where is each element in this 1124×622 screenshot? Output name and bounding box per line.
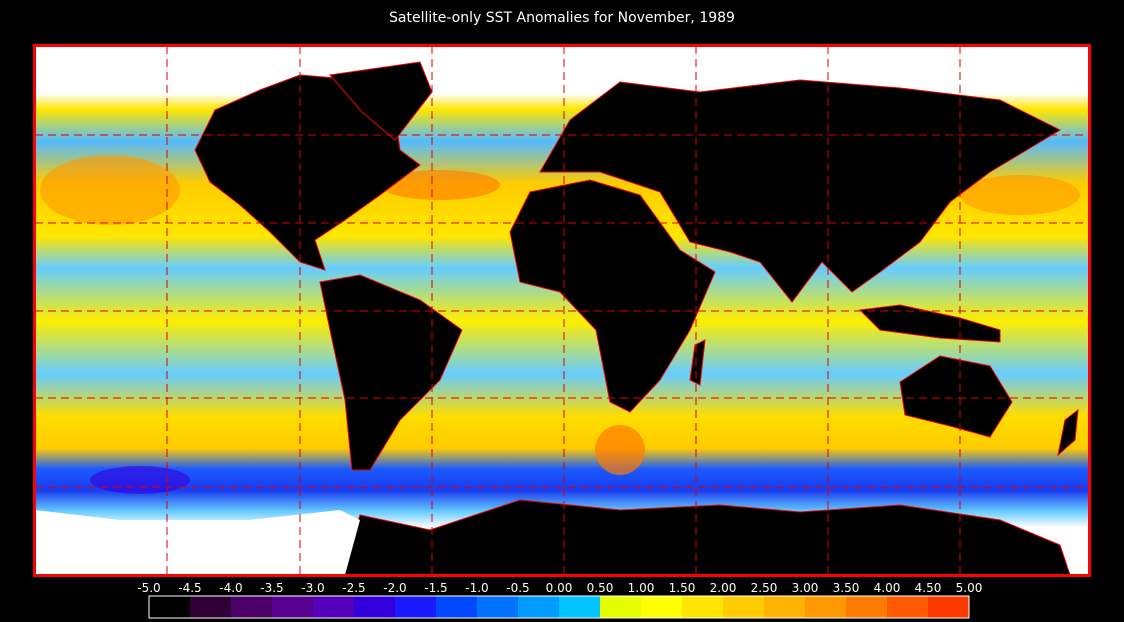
colorbar-label: -2.0	[383, 581, 406, 595]
colorbar-swatch	[846, 596, 887, 618]
colorbar-swatch	[231, 596, 272, 618]
colorbar-swatch	[272, 596, 313, 618]
colorbar-swatch	[764, 596, 805, 618]
colorbar-label: -1.5	[424, 581, 447, 595]
madagascar	[689, 339, 706, 386]
colorbar-label: -1.0	[465, 581, 488, 595]
map-frame	[33, 44, 1091, 577]
australia	[899, 355, 1013, 438]
south-america	[319, 274, 463, 471]
colorbar-swatch	[805, 596, 846, 618]
colorbar-label: -3.0	[301, 581, 324, 595]
colorbar-label: 2.50	[751, 581, 778, 595]
colorbar-swatch	[436, 596, 477, 618]
grid	[35, 46, 1089, 575]
indonesia	[858, 304, 1001, 343]
colorbar-label: 3.00	[792, 581, 819, 595]
colorbar-label: 0.50	[587, 581, 614, 595]
colorbar-swatch	[600, 596, 641, 618]
colorbar-swatch	[395, 596, 436, 618]
colorbar-label: 1.00	[628, 581, 655, 595]
colorbar-label: -4.0	[219, 581, 242, 595]
colorbar-label: 1.50	[669, 581, 696, 595]
anomaly-patch	[960, 175, 1080, 215]
colorbar-swatch	[682, 596, 723, 618]
colorbar-swatch	[928, 596, 969, 618]
colorbar-label: 0.00	[546, 581, 573, 595]
colorbar-swatch	[518, 596, 559, 618]
anomaly-patch	[40, 155, 180, 225]
colorbar-label: 2.00	[710, 581, 737, 595]
map-title: Satellite-only SST Anomalies for Novembe…	[389, 10, 735, 26]
colorbar-label: -0.5	[506, 581, 529, 595]
map	[35, 46, 1089, 575]
anomaly-patch	[595, 425, 645, 475]
colorbar-swatch	[354, 596, 395, 618]
greenland	[329, 61, 433, 141]
colorbar-swatch	[313, 596, 354, 618]
colorbar-label: -3.5	[260, 581, 283, 595]
colorbar-swatch	[559, 596, 600, 618]
anomaly-patch	[380, 170, 500, 200]
africa	[509, 179, 716, 413]
colorbar-label: 3.50	[833, 581, 860, 595]
ice	[35, 510, 360, 575]
colorbar-swatch	[641, 596, 682, 618]
colorbar-label: 5.00	[956, 581, 983, 595]
colorbar-label: -5.0	[137, 581, 160, 595]
colorbar-label: 4.50	[915, 581, 942, 595]
colorbar-label: -4.5	[178, 581, 201, 595]
colorbar-label: -2.5	[342, 581, 365, 595]
colorbar-swatch	[190, 596, 231, 618]
colorbar-frame	[148, 595, 970, 619]
eurasia	[539, 79, 1062, 303]
colorbar-swatch	[149, 596, 190, 618]
antarctica	[339, 499, 1071, 575]
colorbar-swatch	[887, 596, 928, 618]
new-zealand	[1057, 408, 1079, 457]
colorbar-swatch	[723, 596, 764, 618]
colorbar-swatch	[477, 596, 518, 618]
anomaly-patch	[90, 466, 190, 494]
colorbar-label: 4.00	[874, 581, 901, 595]
colorbar: -5.0 -4.5 -4.0 -3.5 -3.0 -2.5 -2.0 -1.5 -1.0 -0.5…	[137, 581, 983, 619]
